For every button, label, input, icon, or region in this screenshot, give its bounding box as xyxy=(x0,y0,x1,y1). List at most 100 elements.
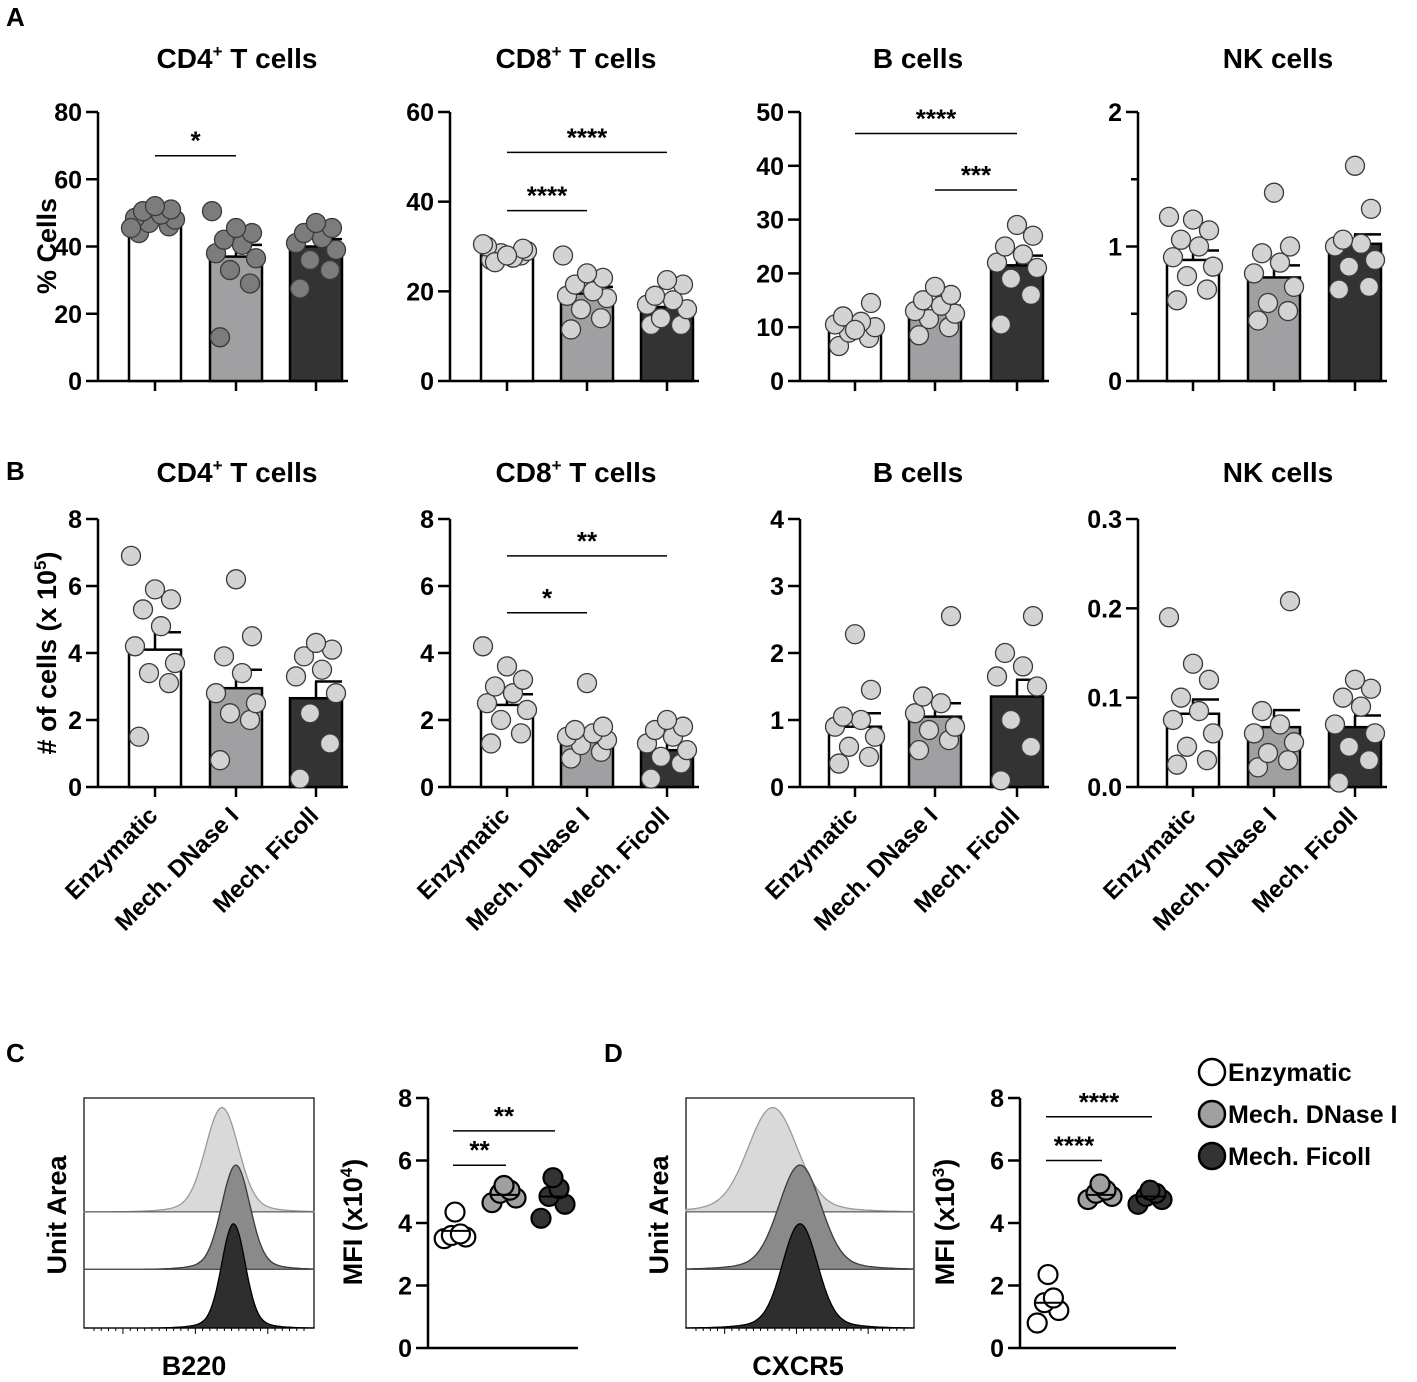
y-tick-label: 30 xyxy=(756,207,784,235)
data-point xyxy=(512,669,534,690)
data-point xyxy=(319,733,341,754)
data-point xyxy=(209,327,231,348)
data-point xyxy=(1277,300,1299,322)
data-point xyxy=(1166,754,1188,775)
data-point xyxy=(1269,252,1291,273)
data-point xyxy=(239,273,261,294)
data-point xyxy=(1139,1179,1161,1201)
y-tick-label: 4 xyxy=(990,1210,1004,1238)
y-tick-label: 8 xyxy=(990,1085,1004,1113)
data-point xyxy=(576,673,598,694)
data-point xyxy=(1247,757,1269,778)
chart-a4: NK cells 0 1 2 xyxy=(1108,43,1387,396)
data-point xyxy=(1020,284,1042,306)
data-point xyxy=(940,606,962,627)
data-point xyxy=(299,249,321,271)
significance-label: **** xyxy=(916,104,957,134)
data-point xyxy=(656,269,678,291)
data-point xyxy=(138,662,160,684)
data-point xyxy=(640,768,662,789)
y-tick-label: 0 xyxy=(770,368,784,396)
data-point xyxy=(1243,723,1265,744)
data-point xyxy=(1332,687,1354,708)
data-point xyxy=(219,259,241,281)
data-point xyxy=(128,726,150,747)
data-point xyxy=(1162,247,1184,268)
data-point xyxy=(1202,256,1224,277)
data-point xyxy=(476,693,498,714)
data-point xyxy=(1283,732,1305,753)
chart-c-mfi: MFI (x104) 0 2 4 6 8 **** xyxy=(337,1085,578,1363)
y-axis-label: Unit Area xyxy=(42,1155,72,1275)
data-point xyxy=(1283,276,1305,298)
data-point xyxy=(1026,1312,1048,1334)
data-point xyxy=(644,285,666,306)
histogram-frame xyxy=(83,1097,315,1329)
data-point xyxy=(124,636,146,657)
data-point xyxy=(1279,236,1301,257)
chart-a2: CD8+ T cells 0 20 40 60 **** **** xyxy=(406,42,699,396)
panel-letter-c: C xyxy=(6,1038,25,1068)
data-point xyxy=(1196,750,1218,771)
data-point xyxy=(1358,276,1380,298)
y-tick-label: 0 xyxy=(398,1335,412,1363)
histogram-mech-ficoll xyxy=(685,1223,915,1329)
chart-a3: B cells 0 10 20 30 40 50 ******* xyxy=(756,43,1049,396)
significance-label: **** xyxy=(567,122,608,152)
data-point xyxy=(560,319,582,340)
chart-title: CD4+ T cells xyxy=(157,456,318,488)
data-point xyxy=(510,723,532,744)
data-point xyxy=(289,278,311,299)
data-point xyxy=(832,706,854,727)
data-point xyxy=(225,217,247,239)
data-point xyxy=(1247,310,1269,331)
data-point xyxy=(444,1201,466,1223)
data-point xyxy=(828,753,850,774)
bar-enzymatic xyxy=(127,220,183,383)
data-point xyxy=(1328,279,1350,300)
y-tick-label: 40 xyxy=(406,189,434,217)
data-point xyxy=(1012,656,1034,677)
data-point xyxy=(908,325,930,346)
y-tick-label: 3 xyxy=(770,573,784,601)
data-point xyxy=(1089,1173,1111,1195)
legend-label-ficoll: Mech. Ficoll xyxy=(1228,1143,1371,1171)
chart-title: NK cells xyxy=(1223,43,1334,74)
data-point xyxy=(1344,155,1366,176)
y-tick-label: 8 xyxy=(420,506,434,534)
chart-title: B cells xyxy=(873,43,963,74)
y-tick-label: 0 xyxy=(68,774,82,802)
data-point xyxy=(144,195,166,217)
significance-label: ** xyxy=(577,526,598,556)
data-point xyxy=(844,624,866,645)
y-tick-label: 6 xyxy=(398,1148,412,1176)
data-point xyxy=(241,626,263,647)
data-point xyxy=(1358,750,1380,771)
data-point xyxy=(472,234,494,255)
data-point xyxy=(496,656,518,677)
data-point xyxy=(940,284,962,306)
data-point xyxy=(1020,736,1042,757)
y-tick-label: 0 xyxy=(420,368,434,396)
data-point xyxy=(1000,709,1022,731)
y-tick-label: 1 xyxy=(1108,234,1122,262)
chart-d-mfi: MFI (x103) 0 2 4 6 8 **** **** xyxy=(929,1085,1176,1363)
y-axis-label: MFI (x103) xyxy=(929,1159,960,1286)
data-point xyxy=(1158,607,1180,628)
data-point xyxy=(860,679,882,700)
data-point xyxy=(1158,206,1180,228)
data-point xyxy=(828,335,850,357)
data-point xyxy=(1162,709,1184,731)
y-tick-label: 40 xyxy=(756,153,784,181)
data-point xyxy=(1251,243,1273,264)
data-point xyxy=(1338,256,1360,277)
legend: Enzymatic Mech. DNase I Mech. Ficoll xyxy=(1197,1057,1398,1171)
legend-marker-enzymatic xyxy=(1197,1057,1227,1087)
data-point xyxy=(1166,290,1188,311)
data-point xyxy=(838,736,860,757)
data-point xyxy=(1350,233,1372,254)
panel-letter-b: B xyxy=(6,456,25,486)
data-point xyxy=(850,709,872,731)
data-point xyxy=(493,1174,515,1197)
